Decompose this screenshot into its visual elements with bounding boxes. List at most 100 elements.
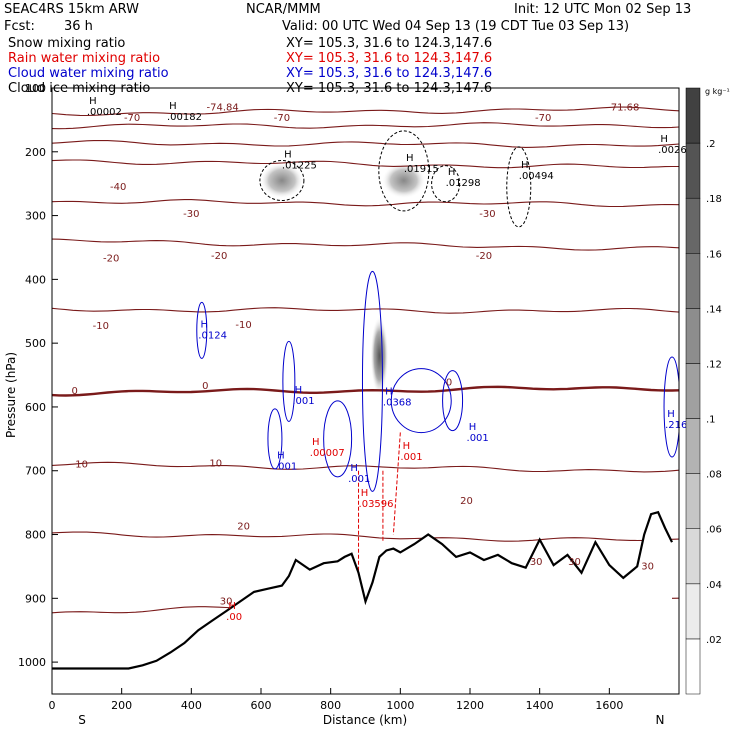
colorbar-segment [685, 473, 701, 529]
maximum-value: .001 [467, 433, 489, 444]
maximum-value: .00002 [87, 107, 122, 118]
isotherm-label: -71.68 [607, 102, 639, 113]
colorbar-tick-label: .04 [706, 580, 722, 591]
x-tick-label: 1200 [456, 699, 484, 712]
maximum-value: .00182 [167, 112, 202, 123]
maximum-value: .001 [348, 474, 370, 485]
isotherm-20 [52, 531, 679, 542]
isotherm-label: -70 [124, 113, 140, 124]
cloud-contour-3 [323, 400, 353, 478]
valid-time: Valid: 00 UTC Wed 04 Sep 13 (19 CDT Tue … [282, 19, 630, 34]
cloud-contour-0 [196, 301, 208, 359]
isotherm-label: -70 [535, 113, 551, 124]
x-tick-label: 1000 [386, 699, 414, 712]
forecast-label: Fcst: [4, 19, 35, 34]
field-xsect-cloud-water: XY= 105.3, 31.6 to 124.3,147.6 [286, 66, 493, 81]
field-xsect-snow: XY= 105.3, 31.6 to 124.3,147.6 [286, 36, 493, 51]
maximum-marker: H [521, 160, 529, 171]
field-name-snow: Snow mixing ratio [8, 36, 126, 51]
cloud-contour-5 [390, 368, 452, 434]
isotherm-label: 30 [220, 597, 233, 608]
maximum-marker: H [284, 149, 292, 160]
y-tick-label: 500 [25, 337, 46, 350]
x-tick-label: 1600 [595, 699, 623, 712]
y-tick-label: 600 [25, 401, 46, 414]
cloud-contour-11 [431, 165, 461, 203]
maximum-value: .001 [292, 396, 314, 407]
isotherm--50 [52, 139, 679, 148]
x-tick-label: 200 [111, 699, 132, 712]
init-time: Init: 12 UTC Mon 02 Sep 13 [514, 2, 692, 17]
isotherm-label: 0 [71, 386, 77, 397]
y-tick-label: 900 [25, 592, 46, 605]
colorbar-segment [685, 583, 701, 640]
x-axis-label: Distance (km) [323, 713, 407, 727]
cloud-contour-7 [663, 356, 679, 458]
isotherm-label: -10 [235, 320, 251, 331]
colorbar-tick-label: .1 [706, 415, 716, 426]
colorbar: .02 .04 .06 .08 .1 .12 .14 .16 .18 .2 [685, 87, 722, 695]
isotherm-label: -30 [479, 209, 495, 220]
isotherm-10 [52, 461, 679, 473]
colorbar-tick-label: .06 [706, 525, 722, 536]
maximum-value: .001 [275, 461, 297, 472]
maximum-value: .0124 [198, 331, 227, 342]
colorbar-segment [685, 253, 701, 309]
colorbar-tick-label: .2 [706, 139, 716, 150]
y-tick-label: 300 [25, 210, 46, 223]
forecast-hours: 36 h [64, 19, 93, 34]
isotherm--60 [52, 122, 679, 130]
maximum-marker: H [201, 320, 209, 331]
isotherm-label: 20 [460, 496, 473, 507]
maximum-marker: H [228, 601, 236, 612]
maximum-marker: H [406, 153, 414, 164]
cloud-contour-4 [361, 270, 383, 492]
isotherm-label: 10 [209, 458, 222, 469]
maximum-value: .01225 [282, 160, 317, 171]
maximum-marker: H [312, 437, 320, 448]
cloud-contour-1 [282, 340, 296, 422]
org-label: NCAR/MMM [246, 2, 321, 17]
isotherm-label: -20 [103, 254, 119, 265]
field-xsect-rain: XY= 105.3, 31.6 to 124.3,147.6 [286, 51, 493, 66]
colorbar-tick-label: .08 [706, 470, 722, 481]
colorbar-tick-label: .16 [706, 249, 722, 260]
colorbar-segment [685, 528, 701, 585]
maximum-marker: H [469, 422, 477, 433]
maximum-value: .01915 [404, 164, 439, 175]
end-label-north: N [656, 713, 665, 727]
maximum-marker: H [660, 134, 668, 145]
terrain-layer [52, 510, 673, 694]
colorbar-unit: g kg⁻¹ [705, 87, 730, 96]
maximum-marker: H [403, 441, 411, 452]
x-tick-label: 1400 [526, 699, 554, 712]
colorbar-tick-label: .02 [706, 635, 722, 646]
colorbar-segment [685, 142, 701, 199]
x-tick-label: 400 [181, 699, 202, 712]
isotherm-label: 0 [202, 381, 208, 392]
field-name-rain: Rain water mixing ratio [8, 51, 161, 66]
isotherm-label: -70 [274, 113, 290, 124]
maximum-value: .00007 [310, 448, 345, 459]
colorbar-segment [685, 638, 701, 695]
cloud-contour-9 [378, 130, 430, 212]
maximum-value: .0368 [383, 398, 412, 409]
isotherm-label: 0 [446, 377, 452, 388]
temperature-contours [52, 106, 679, 614]
maximum-value: .01298 [446, 178, 481, 189]
isotherm--30 [52, 199, 679, 208]
isotherm--40 [52, 159, 679, 169]
maximum-marker: H [89, 96, 97, 107]
snow-shade-1 [259, 162, 304, 199]
isotherm-label: -20 [476, 251, 492, 262]
isotherm-0 [52, 385, 679, 397]
colorbar-segment [685, 363, 701, 419]
cloud-contour-6 [442, 370, 464, 432]
field-name-cloud-water: Cloud water mixing ratio [8, 66, 169, 81]
maximum-marker: H [169, 101, 177, 112]
y-tick-label: 1000 [18, 656, 46, 669]
colorbar-segment [685, 197, 701, 254]
colorbar-segment [685, 87, 701, 144]
isotherm-label: -20 [211, 251, 227, 262]
isotherm-label: -30 [183, 209, 199, 220]
